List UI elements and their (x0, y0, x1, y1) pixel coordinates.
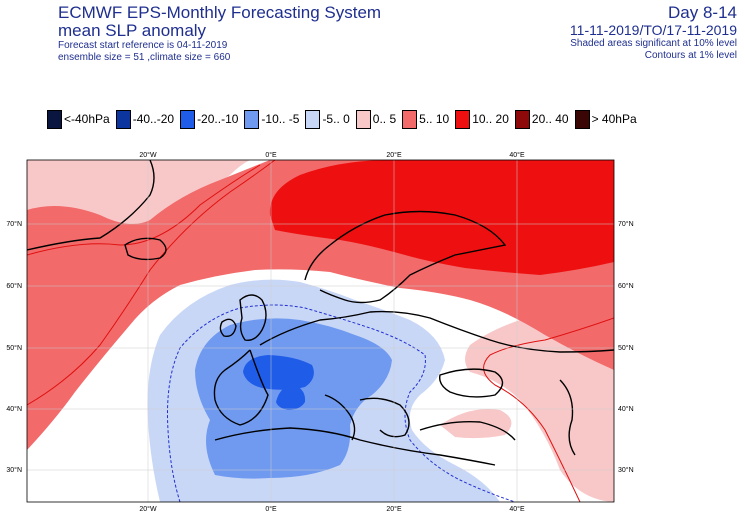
coast-black-sea (439, 368, 504, 398)
legend-swatch (514, 109, 530, 129)
day-range: Day 8-14 (668, 3, 737, 22)
coast-europe (259, 310, 614, 353)
right-tick-label: 50°N (618, 344, 634, 352)
color-legend: <-40hPa -40..-20 -20..-10 -10.. -5 -5.. 0 0..… (47, 109, 643, 129)
legend-label: -20..-10 (197, 112, 239, 126)
coast-iceland (124, 237, 167, 261)
anomaly-pos-strong (269, 160, 614, 275)
coast-ireland (219, 318, 237, 337)
left-tick-label: 30°N (6, 466, 22, 474)
chart-title: ECMWF EPS-Monthly Forecasting System (58, 3, 382, 22)
right-tick-label: 30°N (618, 466, 634, 474)
anomaly-pos-light-turkey (440, 409, 512, 439)
legend-item: 20.. 40 (514, 109, 569, 129)
coast-north-africa (214, 427, 496, 466)
bottom-tick-label: 0°E (265, 505, 277, 513)
forecast-start: Forecast start reference is 04-11-2019 (58, 40, 228, 51)
legend-label: 5.. 10 (419, 112, 450, 126)
legend-label: > 40hPa (591, 112, 637, 126)
graticule (27, 160, 614, 502)
contour-note: Contours at 1% level (644, 50, 737, 61)
legend-swatch (355, 109, 371, 129)
ensemble-size: ensemble size = 51 ,climate size = 660 (58, 52, 231, 63)
coast-iberia (213, 349, 269, 426)
legend-item: -20..-10 (180, 109, 239, 129)
top-tick-label: 20°E (386, 151, 402, 159)
coast-italy (324, 394, 356, 441)
top-tick-label: 0°E (265, 151, 277, 159)
legend-label: -5.. 0 (322, 112, 350, 126)
anomaly-neg-strong-south (276, 385, 306, 410)
shaded-note: Shaded areas significant at 10% level (570, 38, 737, 49)
legend-swatch (402, 109, 418, 129)
contour-pos-west (27, 160, 276, 406)
legend-item: -5.. 0 (305, 109, 350, 129)
left-tick-label: 60°N (6, 282, 22, 290)
coast-turkey (419, 420, 516, 441)
legend-item: 0.. 5 (355, 109, 397, 129)
legend-swatch (115, 109, 131, 129)
right-tick-label: 60°N (618, 282, 634, 290)
legend-item: 5.. 10 (402, 109, 450, 129)
left-tick-label: 40°N (6, 405, 22, 413)
legend-item: -10.. -5 (244, 109, 300, 129)
legend-item: > 40hPa (574, 109, 637, 129)
bottom-tick-label: 40°E (509, 505, 525, 513)
legend-swatch (180, 109, 196, 129)
contour-neg (167, 304, 516, 502)
contour-pos-north (27, 164, 261, 256)
contour-pos-east (483, 317, 614, 502)
map-frame (26, 159, 615, 503)
top-tick-label: 20°W (139, 151, 157, 159)
legend-label: -40..-20 (132, 112, 175, 126)
legend-label: -10.. -5 (261, 112, 300, 126)
coast-scandinavia (304, 210, 507, 304)
legend-label: 10.. 20 (472, 112, 509, 126)
legend-swatch (455, 109, 471, 129)
right-tick-label: 70°N (618, 220, 634, 228)
coast-uk (239, 294, 267, 341)
legend-item: -40..-20 (115, 109, 175, 129)
coastlines (27, 160, 614, 466)
coast-balkans (359, 397, 410, 438)
legend-item: 10.. 20 (455, 109, 509, 129)
axis-ticks: 20°W 0°E 20°E 40°E 20°W 0°E 20°E 40°E 70°N 60°N 50… (6, 151, 633, 513)
legend-swatch (47, 109, 62, 129)
header-right: Day 8-14 11-11-2019/TO/17-11-2019 Shaded… (570, 4, 737, 62)
legend-item: <-40hPa (47, 109, 110, 129)
left-tick-label: 50°N (6, 344, 22, 352)
right-tick-label: 40°N (618, 405, 634, 413)
bottom-tick-label: 20°W (139, 505, 157, 513)
top-tick-label: 40°E (509, 151, 525, 159)
bottom-tick-label: 20°E (386, 505, 402, 513)
left-tick-label: 70°N (6, 220, 22, 228)
legend-label: 0.. 5 (372, 112, 397, 126)
header-left: ECMWF EPS-Monthly Forecasting System mea… (58, 4, 381, 64)
legend-swatch (574, 109, 590, 129)
legend-label: <-40hPa (64, 112, 110, 126)
map-area (27, 160, 614, 502)
coast-caspian (559, 379, 576, 456)
legend-swatch (244, 109, 260, 129)
coast-greenland (27, 160, 155, 251)
chart-subtitle: mean SLP anomaly (58, 21, 207, 40)
legend-label: 20.. 40 (531, 112, 569, 126)
legend-swatch (305, 109, 321, 129)
period: 11-11-2019/TO/17-11-2019 (569, 22, 737, 38)
